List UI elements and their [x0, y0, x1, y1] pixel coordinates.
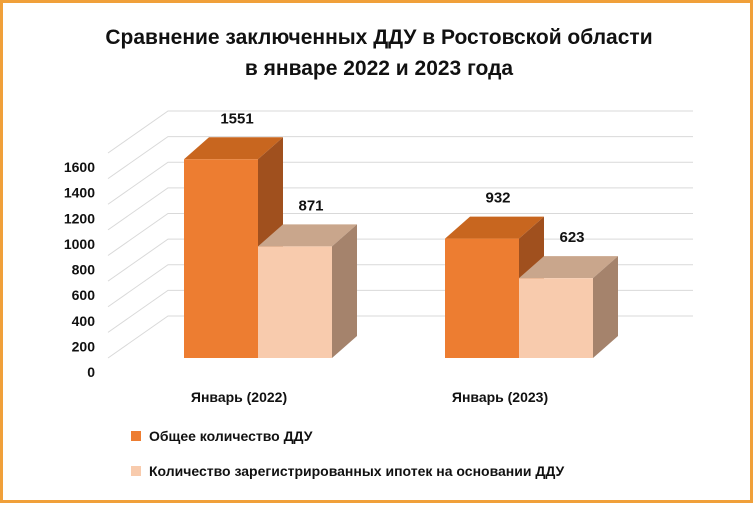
y-tick-label-4: 800 [72, 262, 96, 278]
data-label-1-0: 932 [485, 190, 510, 207]
x-tick-label-0: Январь (2022) [191, 389, 287, 405]
y-tick-label-5: 1000 [64, 236, 95, 252]
x-tick-label-1: Январь (2023) [452, 389, 548, 405]
y-tick-label-0: 0 [87, 364, 95, 380]
bar-1-0 [445, 238, 519, 358]
y-tick-label-1: 200 [72, 338, 96, 354]
gridline-4 [107, 213, 693, 256]
bar-top-0-1 [258, 224, 357, 247]
gridline-6 [107, 161, 693, 205]
gridline-7 [107, 136, 693, 180]
bar-0-0 [184, 159, 258, 358]
bar-side-1-1 [593, 256, 618, 358]
chart-svg: Сравнение заключенных ДДУ в Ростовской о… [64, 26, 693, 479]
legend-swatch-1 [131, 466, 141, 476]
bar-0-1 [258, 246, 332, 358]
y-axis: 0 200 400 600 800 1000 1200 1400 1600 [64, 159, 95, 380]
bar-side-0-1 [332, 224, 357, 358]
bar-top-1-1 [519, 256, 618, 279]
chart-title-line-2: в январе 2022 и 2023 года [245, 57, 514, 80]
data-label-0-1: 871 [298, 197, 323, 214]
y-tick-label-3: 600 [72, 287, 96, 303]
data-label-1-1: 623 [559, 229, 584, 246]
legend: Общее количество ДДУ Количество зарегистр… [131, 428, 564, 479]
bars: 1551 871 932 623 [184, 110, 618, 358]
gridline-8 [107, 110, 693, 154]
y-tick-label-6: 1200 [64, 210, 95, 226]
y-tick-label-8: 1600 [64, 159, 95, 175]
y-tick-label-7: 1400 [64, 185, 95, 201]
bar-1-1 [519, 278, 593, 358]
x-axis: Январь (2022) Январь (2023) [191, 389, 548, 405]
bar-top-1-0 [445, 216, 544, 239]
y-tick-label-2: 400 [72, 313, 96, 329]
data-label-0-0: 1551 [220, 110, 253, 127]
legend-label-0: Общее количество ДДУ [149, 428, 313, 444]
gridline-5 [107, 187, 693, 231]
legend-label-1: Количество зарегистрированных ипотек на … [149, 463, 564, 479]
chart-title-line-1: Сравнение заключенных ДДУ в Ростовской о… [105, 26, 652, 49]
gridlines [107, 110, 693, 359]
bar-top-0-0 [184, 137, 283, 160]
legend-swatch-0 [131, 431, 141, 441]
